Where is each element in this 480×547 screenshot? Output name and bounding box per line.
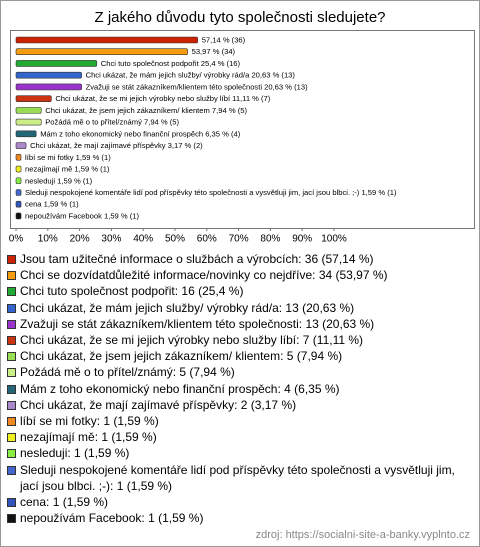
x-tick-label: 40% (133, 234, 153, 245)
bar-label: Mám z toho ekonomický nebo finanční pros… (40, 129, 241, 138)
legend-swatch (7, 433, 16, 443)
legend-item: cena: 1 (1,59 %) (7, 494, 469, 510)
bar-label: Chci ukázat, že mám jejich služby/ výrob… (86, 71, 296, 80)
legend-item: Chci ukázat, že se mi jejich výrobky neb… (7, 332, 469, 348)
bar (15, 189, 22, 196)
bar (15, 83, 82, 91)
legend-item: Chci ukázat, že mám jejich služby/ výrob… (7, 300, 469, 316)
legend-item: Sleduji nespokojené komentáře lidí pod p… (7, 462, 469, 494)
bar-label: Chci ukázat, že jsem jejich zákazníkem/ … (45, 106, 247, 115)
bar-label: nepoužívám Facebook 1,59 % (1) (25, 211, 139, 220)
legend-swatch (7, 255, 16, 264)
bar (15, 95, 52, 102)
legend-item: nepoužívám Facebook: 1 (1,59 %) (7, 510, 469, 526)
legend-item: Chci ukázat, že jsem jejich zákazníkem/ … (7, 348, 469, 364)
bar (15, 48, 188, 56)
legend-label: nesleduji: 1 (1,59 %) (20, 446, 130, 461)
bar (15, 142, 27, 149)
legend-swatch (7, 449, 16, 459)
legend-label: Chci se dozvídatdůležité informace/novin… (20, 268, 388, 283)
legend-swatch (7, 352, 16, 362)
bar-label: 57,14 % (36) (202, 36, 246, 45)
legend: Jsou tam užitečné informace o službách a… (7, 251, 469, 526)
bar (15, 177, 22, 185)
x-tick-label: 90% (292, 234, 312, 245)
bar-label: nesleduji 1,59 % (1) (25, 176, 93, 185)
x-tick-label: 100% (321, 234, 347, 245)
legend-item: líbí se mi fotky: 1 (1,59 %) (7, 413, 469, 429)
bar-label: Požádá mě o to přítel/známý 7,94 % (5) (45, 118, 179, 127)
bar (15, 60, 98, 67)
legend-swatch (7, 336, 16, 346)
legend-item: Jsou tam užitečné informace o službách a… (7, 251, 469, 267)
legend-swatch (7, 271, 16, 281)
legend-item: Zvažuji se stát zákazníkem/klientem této… (7, 316, 469, 332)
bar (15, 36, 199, 44)
legend-label: Chci ukázat, že jsem jejich zákazníkem/ … (20, 349, 343, 364)
bar (15, 200, 22, 208)
x-tick-label: 50% (165, 234, 185, 245)
legend-swatch (7, 384, 16, 394)
legend-swatch (7, 319, 16, 329)
legend-swatch (7, 417, 16, 427)
x-tick-label: 70% (229, 234, 249, 245)
bar (15, 154, 22, 161)
bar-label: nezajímají mě 1,59 % (1) (25, 165, 110, 174)
legend-swatch (7, 400, 16, 410)
legend-label: nezajímají mě: 1 (1,59 %) (20, 430, 157, 445)
legend-item: Chci ukázat, že mají zajímavé příspěvky:… (7, 397, 469, 413)
legend-swatch (7, 287, 16, 297)
bar (15, 165, 22, 173)
legend-label: Chci ukázat, že mám jejich služby/ výrob… (20, 300, 355, 315)
legend-label: Jsou tam užitečné informace o službách a… (20, 252, 374, 266)
source: zdroj: https://socialni-site-a-banky.vyp… (255, 529, 470, 541)
legend-swatch (7, 303, 16, 313)
legend-label: Mám z toho ekonomický nebo finanční pros… (20, 381, 340, 396)
legend-item: Chci tuto společnost podpořit: 16 (25,4 … (7, 283, 469, 299)
x-tick-label: 60% (197, 234, 217, 245)
bar (15, 212, 22, 220)
legend-swatch (7, 368, 16, 378)
legend-item: Požádá mě o to přítel/známý: 5 (7,94 %) (7, 364, 469, 380)
bar-label: Sleduji nespokojené komentáře lidí pod p… (25, 188, 397, 197)
legend-label: Chci tuto společnost podpořit: 16 (25,4 … (20, 284, 244, 299)
legend-item: Chci se dozvídatdůležité informace/novin… (7, 267, 469, 283)
chart-title: Z jakého důvodu tyto společnosti sleduje… (94, 9, 385, 26)
legend-label: Sleduji nespokojené komentáře lidí pod p… (20, 462, 455, 493)
bar-label: Chci tuto společnost podpořit 25,4 % (16… (101, 59, 241, 68)
bar (15, 130, 37, 138)
bar-label: Zvažuji se stát zákazníkem/klientem této… (86, 82, 308, 91)
bar (15, 71, 82, 79)
legend-label: líbí se mi fotky: 1 (1,59 %) (20, 414, 159, 429)
bar (15, 107, 42, 114)
x-tick-label: 0% (9, 234, 24, 245)
legend-label: Požádá mě o to přítel/známý: 5 (7,94 %) (20, 365, 235, 380)
bar-label: líbí se mi fotky 1,59 % (1) (25, 153, 111, 162)
bar-label: cena 1,59 % (1) (25, 200, 79, 209)
legend-label: cena: 1 (1,59 %) (20, 495, 109, 510)
legend-item: nezajímají mě: 1 (1,59 %) (7, 429, 469, 445)
x-tick-label: 80% (260, 234, 280, 245)
x-tick-label: 20% (70, 234, 90, 245)
x-tick-label: 10% (38, 234, 58, 245)
legend-item: nesleduji: 1 (1,59 %) (7, 445, 469, 461)
legend-label: Chci ukázat, že mají zajímavé příspěvky:… (20, 397, 297, 412)
x-tick-label: 30% (101, 234, 121, 245)
legend-label: Zvažuji se stát zákazníkem/klientem této… (20, 316, 375, 331)
legend-swatch (7, 465, 16, 475)
legend-swatch (7, 498, 16, 508)
legend-label: Chci ukázat, že se mi jejich výrobky neb… (20, 333, 364, 348)
bar-label: 53,97 % (34) (192, 47, 236, 56)
legend-label: nepoužívám Facebook: 1 (1,59 %) (20, 511, 204, 526)
bar (15, 118, 42, 126)
bar-label: Chci ukázat, že mají zajímavé příspěvky … (30, 141, 203, 150)
legend-swatch (7, 514, 16, 524)
bar-label: Chci ukázat, že se mi jejich výrobky neb… (55, 94, 270, 103)
legend-item: Mám z toho ekonomický nebo finanční pros… (7, 381, 469, 397)
